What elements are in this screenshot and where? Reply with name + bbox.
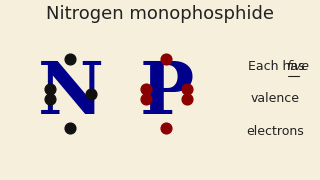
Point bbox=[68, 126, 73, 129]
Point bbox=[68, 58, 73, 61]
Text: five: five bbox=[286, 60, 309, 73]
Point bbox=[143, 97, 148, 100]
Text: Nitrogen monophosphide: Nitrogen monophosphide bbox=[46, 5, 274, 23]
Point bbox=[47, 87, 52, 90]
Point bbox=[164, 126, 169, 129]
Text: valence: valence bbox=[251, 93, 300, 105]
Point bbox=[47, 97, 52, 100]
Text: P: P bbox=[139, 58, 194, 129]
Text: N: N bbox=[37, 58, 103, 129]
Point bbox=[143, 87, 148, 90]
Point bbox=[89, 92, 94, 95]
Text: Each has: Each has bbox=[248, 60, 308, 73]
Point bbox=[185, 87, 190, 90]
Text: electrons: electrons bbox=[246, 125, 304, 138]
Point bbox=[185, 97, 190, 100]
Point bbox=[164, 58, 169, 61]
